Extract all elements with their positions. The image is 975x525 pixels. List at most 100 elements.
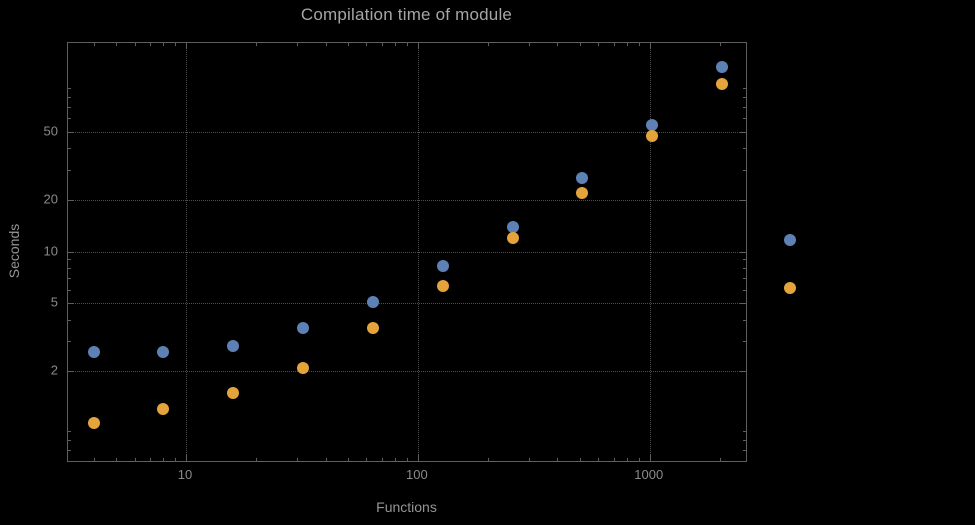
y-tick-label: 10 [43, 243, 58, 259]
x-axis-label: Functions [376, 499, 437, 515]
y-tick-label: 20 [43, 191, 58, 207]
y-major-tick [740, 200, 746, 202]
orange-series-point [646, 130, 659, 143]
gridline-y [68, 200, 746, 202]
orange-series-point [715, 78, 728, 91]
y-minor-tick [743, 148, 746, 150]
y-minor-tick [743, 268, 746, 270]
x-major-tick [417, 455, 419, 461]
y-major-tick [68, 303, 74, 305]
orange-series-point [366, 321, 379, 334]
blue-series-point [157, 345, 170, 358]
x-minor-tick [163, 43, 165, 46]
y-minor-tick [743, 88, 746, 90]
y-minor-tick [68, 118, 71, 120]
x-minor-tick [296, 458, 298, 461]
y-major-tick [68, 200, 74, 202]
orange-series-point [87, 416, 100, 429]
y-minor-tick [743, 319, 746, 321]
x-minor-tick [134, 458, 136, 461]
y-minor-tick [68, 430, 71, 432]
legend [784, 234, 796, 294]
x-minor-tick [296, 43, 298, 46]
x-minor-tick [639, 458, 641, 461]
y-minor-tick [68, 106, 71, 108]
x-minor-tick [407, 43, 409, 46]
y-tick-label: 2 [50, 362, 58, 378]
blue-series-point [297, 321, 310, 334]
x-minor-tick [381, 43, 383, 46]
blue-series-point [576, 171, 589, 184]
y-major-tick [68, 251, 74, 253]
x-minor-tick [150, 458, 152, 461]
x-minor-tick [639, 43, 641, 46]
x-minor-tick [719, 458, 721, 461]
gridline-y [68, 303, 746, 305]
orange-series-point [576, 186, 589, 199]
x-minor-tick [719, 43, 721, 46]
x-major-tick [185, 43, 187, 49]
orange-series-point [436, 280, 449, 292]
blue-series-point [506, 220, 519, 233]
gridline-y [68, 251, 746, 253]
x-minor-tick [598, 43, 600, 46]
y-minor-tick [68, 289, 71, 291]
x-minor-tick [613, 43, 615, 46]
y-major-tick [740, 131, 746, 133]
plot-area [67, 42, 747, 462]
y-minor-tick [743, 439, 746, 441]
x-minor-tick [175, 43, 177, 46]
x-minor-tick [116, 43, 118, 46]
x-minor-tick [366, 458, 368, 461]
x-minor-tick [557, 43, 559, 46]
y-minor-tick [743, 106, 746, 108]
x-minor-tick [348, 43, 350, 46]
y-minor-tick [68, 148, 71, 150]
x-minor-tick [487, 43, 489, 46]
x-minor-tick [528, 458, 530, 461]
y-minor-tick [68, 319, 71, 321]
y-minor-tick [743, 341, 746, 343]
y-minor-tick [743, 118, 746, 120]
x-minor-tick [93, 43, 95, 46]
orange-series-point [297, 361, 310, 374]
y-minor-tick [68, 278, 71, 280]
y-minor-tick [743, 430, 746, 432]
x-minor-tick [407, 458, 409, 461]
y-major-tick [68, 131, 74, 133]
y-minor-tick [68, 449, 71, 451]
x-minor-tick [395, 43, 397, 46]
x-major-tick [649, 43, 651, 49]
y-minor-tick [743, 278, 746, 280]
gridline-y [68, 131, 746, 133]
y-minor-tick [743, 96, 746, 98]
blue-series-point [646, 118, 659, 131]
orange-series-point [227, 386, 240, 399]
x-minor-tick [325, 458, 327, 461]
y-minor-tick [743, 449, 746, 451]
x-minor-tick [528, 43, 530, 46]
x-minor-tick [627, 458, 629, 461]
x-minor-tick [395, 458, 397, 461]
x-minor-tick [579, 43, 581, 46]
orange-series-point [157, 403, 170, 416]
y-major-tick [740, 371, 746, 373]
y-major-tick [740, 251, 746, 253]
x-minor-tick [255, 458, 257, 461]
x-tick-label: 10 [177, 467, 193, 482]
y-minor-tick [68, 96, 71, 98]
x-minor-tick [613, 458, 615, 461]
x-minor-tick [381, 458, 383, 461]
y-minor-tick [743, 169, 746, 171]
orange-series-point [506, 232, 519, 245]
x-minor-tick [557, 458, 559, 461]
x-major-tick [649, 455, 651, 461]
y-major-tick [68, 371, 74, 373]
y-minor-tick [68, 341, 71, 343]
y-minor-tick [68, 259, 71, 261]
y-minor-tick [68, 169, 71, 171]
chart-title: Compilation time of module [300, 5, 513, 24]
blue-series-point [87, 345, 100, 358]
y-minor-tick [68, 268, 71, 270]
x-tick-label: 1000 [634, 467, 664, 482]
